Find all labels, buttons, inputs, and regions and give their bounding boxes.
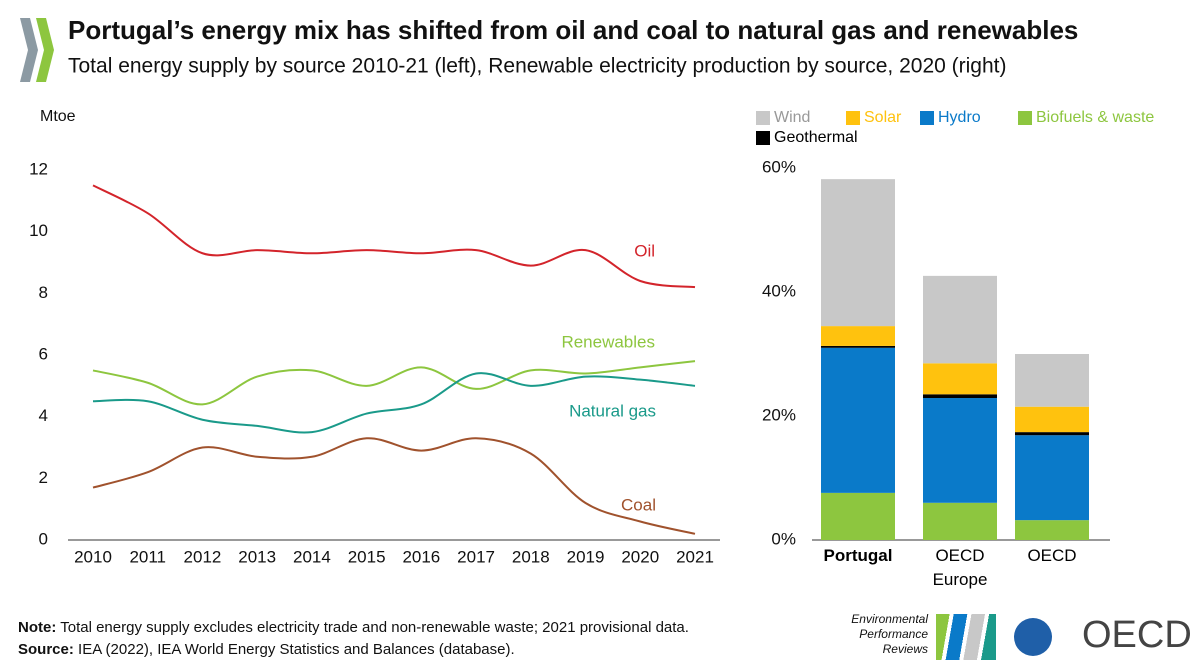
epr-logo-graphic xyxy=(936,614,996,660)
x-tick-label: 2019 xyxy=(567,547,605,566)
oecd-logo: OECD xyxy=(1082,614,1192,656)
bar-segment xyxy=(923,275,997,364)
legend-label: Solar xyxy=(864,109,902,126)
bar-segment xyxy=(1015,406,1089,433)
bar-segment xyxy=(1015,520,1089,540)
y-tick-label: 60% xyxy=(762,157,796,176)
series-label: Oil xyxy=(634,241,655,260)
globe xyxy=(1014,618,1052,656)
source-label: Source: xyxy=(18,641,74,658)
x-tick-label: 2012 xyxy=(184,547,222,566)
x-tick-label: OECD Europe xyxy=(932,546,988,589)
bar-segment xyxy=(923,394,997,399)
legend-label: Geothermal xyxy=(774,129,858,146)
legend-swatch xyxy=(1018,111,1032,125)
bar-segment xyxy=(821,326,895,346)
line xyxy=(92,437,696,535)
legend-label: Biofuels & waste xyxy=(1036,109,1154,126)
y-tick-label: 8 xyxy=(39,283,48,302)
legend-swatch xyxy=(756,131,770,145)
bar-segment xyxy=(1015,435,1089,521)
x-tick-label: 2016 xyxy=(402,547,440,566)
x-tick-label: 2020 xyxy=(621,547,659,566)
oecd-chevrons xyxy=(20,18,54,82)
series-label: Coal xyxy=(621,495,656,514)
line xyxy=(92,372,696,434)
y-tick-label: 6 xyxy=(39,344,48,363)
bar-segment xyxy=(821,347,895,493)
x-tick-label: 2014 xyxy=(293,547,331,566)
legend-label: Hydro xyxy=(938,109,981,126)
legend-swatch xyxy=(846,111,860,125)
series-label: Renewables xyxy=(561,332,655,351)
line xyxy=(92,184,696,289)
note-label: Note: xyxy=(18,619,57,636)
series-label: Natural gas xyxy=(569,401,656,420)
y-tick-label: 0 xyxy=(39,529,48,548)
x-tick-label: 2011 xyxy=(129,547,166,566)
bar-segment xyxy=(821,492,895,540)
x-tick-label: 2017 xyxy=(457,547,495,566)
x-tick-label: 2015 xyxy=(348,547,386,566)
bar-segment xyxy=(923,502,997,540)
title: Portugal’s energy mix has shifted from o… xyxy=(68,15,1078,45)
bar-segment xyxy=(1015,432,1089,436)
source-text: IEA (2022), IEA World Energy Statistics … xyxy=(78,641,515,658)
x-tick-label: OECD xyxy=(1027,546,1077,565)
legend-label: Wind xyxy=(774,109,810,126)
line xyxy=(92,360,696,406)
note-text: Total energy supply excludes electricity… xyxy=(60,619,689,636)
subtitle: Total energy supply by source 2010-21 (l… xyxy=(68,55,1007,78)
bar-segment xyxy=(1015,354,1089,407)
bar-segment xyxy=(821,345,895,348)
y-tick-label: 2 xyxy=(39,468,48,487)
x-tick-label: 2018 xyxy=(512,547,550,566)
legend-swatch xyxy=(920,111,934,125)
bar-segment xyxy=(923,363,997,395)
y-tick-label: 20% xyxy=(762,405,796,424)
epr-logo: Environmental Performance Reviews xyxy=(851,612,928,656)
y-tick-label: 12 xyxy=(29,159,48,178)
y-tick-label: 40% xyxy=(762,281,796,300)
bar-segment xyxy=(923,398,997,503)
note: Note: Total energy supply excludes elect… xyxy=(18,619,689,636)
x-tick-label: 2010 xyxy=(74,547,112,566)
legend-swatch xyxy=(756,111,770,125)
source: Source: IEA (2022), IEA World Energy Sta… xyxy=(18,641,515,658)
y-tick-label: 0% xyxy=(771,529,796,548)
bar-segment xyxy=(821,179,895,327)
x-tick-label: Portugal xyxy=(823,546,893,565)
x-tick-label: 2021 xyxy=(676,547,714,566)
x-tick-label: 2013 xyxy=(238,547,276,566)
y-tick-label: 10 xyxy=(29,221,48,240)
y-axis-label: Mtoe xyxy=(40,108,76,125)
y-tick-label: 4 xyxy=(39,406,48,425)
